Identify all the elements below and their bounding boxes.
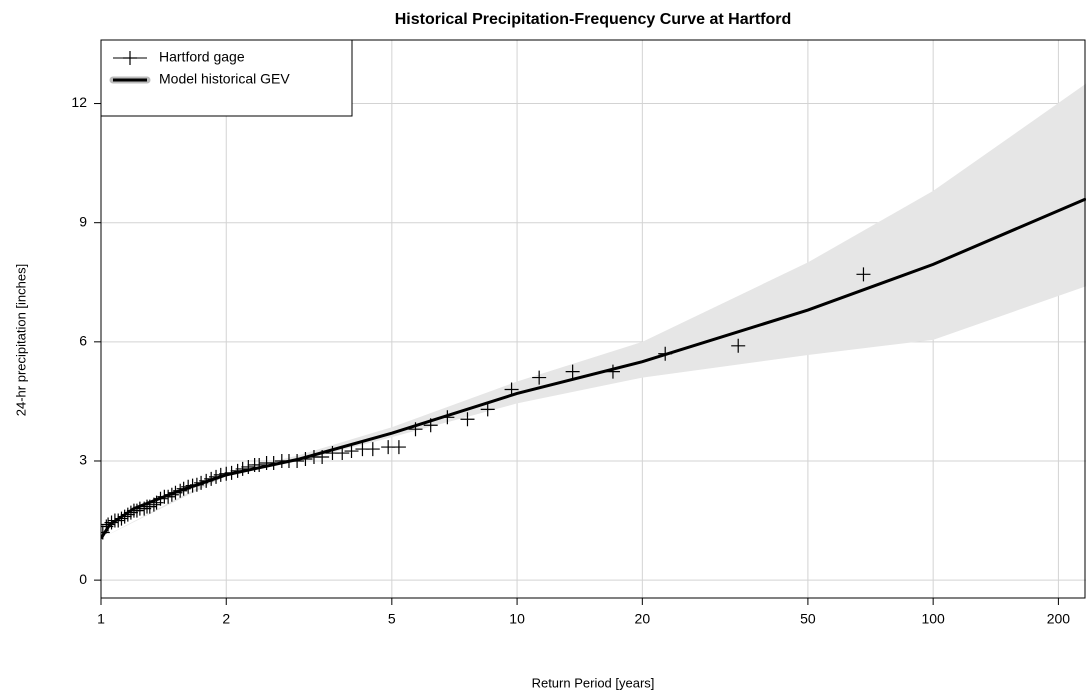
legend-swatch: [123, 51, 137, 65]
y-tick-label: 12: [71, 94, 87, 110]
x-tick-label: 200: [1047, 611, 1071, 627]
line: [101, 197, 1086, 540]
x-tick-label: 100: [921, 611, 945, 627]
y-tick-label: 3: [79, 452, 87, 468]
legend-label: Hartford gage: [159, 49, 245, 65]
x-tick-label: 20: [635, 611, 651, 627]
y-tick-label: 6: [79, 333, 87, 349]
y-tick-label: 9: [79, 213, 87, 229]
y-tick-label: 0: [79, 571, 87, 587]
point: [731, 338, 746, 353]
point: [856, 267, 871, 282]
x-tick-label: 5: [388, 611, 396, 627]
x-axis-label: Return Period [years]: [532, 675, 655, 690]
point: [532, 370, 547, 385]
point: [460, 412, 475, 427]
x-tick-label: 1: [97, 611, 105, 627]
point: [381, 440, 396, 455]
confidence-band: [101, 83, 1086, 539]
point: [344, 444, 359, 459]
legend-label: Model historical GEV: [159, 71, 290, 87]
x-tick-label: 50: [800, 611, 816, 627]
legend: Hartford gage Model historical GEV: [100, 39, 353, 117]
point: [565, 364, 580, 379]
point: [355, 442, 370, 457]
x-tick-label: 10: [509, 611, 525, 627]
plot-frame: [100, 39, 1086, 599]
chart-title: Historical Precipitation-Frequency Curve…: [395, 11, 792, 28]
x-tick-label: 2: [222, 611, 230, 627]
point: [480, 402, 495, 417]
plot-area: [101, 83, 1086, 540]
y-axis-label: 24-hr precipitation [inches]: [13, 264, 28, 416]
